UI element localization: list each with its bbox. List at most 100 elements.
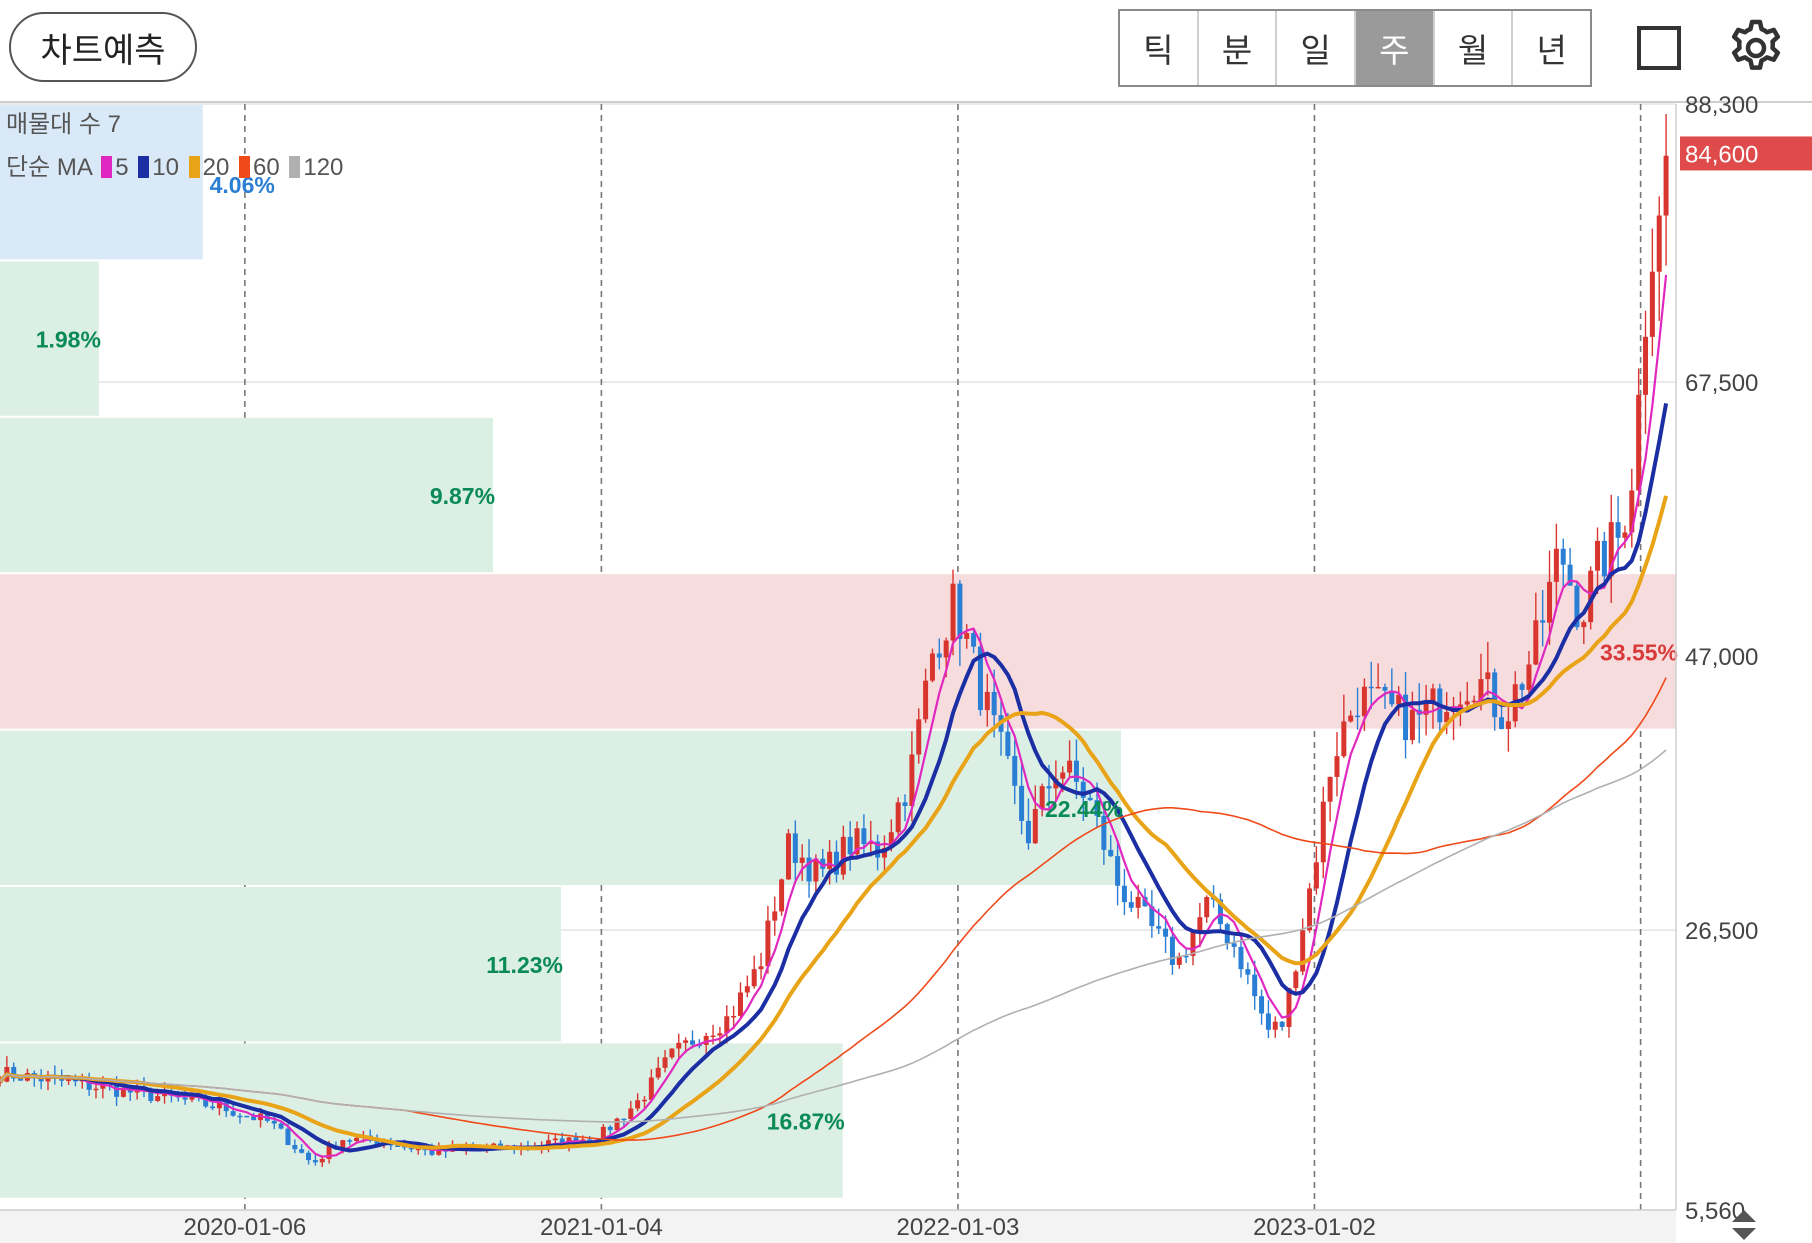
candle-body-100 (683, 1040, 689, 1043)
candle-body-121 (827, 851, 833, 869)
candle-body-145 (991, 691, 997, 716)
candle-body-3 (18, 1078, 24, 1081)
candle-body-110 (751, 969, 757, 987)
candle-body-240 (1643, 336, 1649, 395)
candle-body-243 (1663, 155, 1669, 216)
candle-body-237 (1622, 532, 1628, 538)
candle-body-97 (662, 1057, 668, 1068)
volume-profile-bar-5 (0, 886, 561, 1042)
candle-body-136 (929, 653, 935, 681)
gear-icon[interactable] (1726, 18, 1786, 78)
tab-week[interactable]: 주 (1356, 11, 1435, 85)
candle-body-182 (1245, 969, 1251, 975)
candle-body-206 (1409, 709, 1415, 741)
y-tick-label-2: 47,000 (1685, 644, 1758, 671)
candle-body-99 (676, 1042, 682, 1049)
candle-body-116 (792, 833, 798, 863)
volume-profile (0, 105, 1676, 1198)
candle-body-241 (1649, 271, 1655, 337)
candle-body-186 (1272, 1021, 1278, 1030)
candle-body-120 (820, 858, 826, 869)
candle-body-142 (971, 633, 977, 647)
ma60-swatch (238, 156, 250, 178)
volume-profile-pct-6: 16.87% (767, 1109, 845, 1135)
axis-scroll-handle-icon[interactable] (1730, 1208, 1758, 1242)
candle-body-46 (312, 1160, 318, 1163)
candle-body-107 (731, 1015, 737, 1018)
candle-body-234 (1601, 540, 1607, 577)
candle-body-30 (203, 1097, 209, 1107)
candle-body-160 (1094, 800, 1100, 816)
candle-body-226 (1547, 581, 1553, 623)
candle-body-176 (1204, 897, 1210, 918)
candle-body-181 (1238, 946, 1244, 970)
candle-body-126 (861, 828, 867, 845)
tab-tick[interactable]: 틱 (1120, 11, 1199, 85)
candle-body-164 (1121, 885, 1127, 903)
volume-profile-legend: 매물대 수 7 (6, 111, 122, 138)
candle-body-148 (1012, 755, 1018, 786)
candle-body-185 (1265, 1013, 1271, 1030)
candle-body-157 (1073, 760, 1079, 782)
candle-body-227 (1553, 548, 1559, 582)
tab-day[interactable]: 일 (1277, 11, 1357, 85)
candle-body-58 (395, 1145, 401, 1148)
chart-predict-button[interactable]: 차트예측 (9, 12, 197, 82)
tab-month[interactable]: 월 (1435, 11, 1514, 85)
period-selector: 틱 분 일 주 월 년 (1118, 9, 1592, 87)
candle-body-191 (1307, 888, 1313, 931)
candle-body-195 (1334, 756, 1340, 777)
volume-profile-bar-2 (0, 417, 494, 573)
candle-body-166 (1135, 896, 1141, 908)
tab-minute[interactable]: 분 (1199, 11, 1278, 85)
ma10-label: 10 (152, 154, 179, 181)
x-axis-band (0, 1210, 1676, 1243)
candle-body-203 (1389, 690, 1395, 705)
candle-body-104 (710, 1035, 716, 1038)
candle-body-193 (1320, 801, 1326, 863)
tab-year[interactable]: 년 (1536, 32, 1567, 69)
candle-body-42 (285, 1128, 291, 1146)
candle-body-165 (1128, 902, 1134, 908)
candle-body-40 (271, 1120, 277, 1124)
candle-body-45 (306, 1152, 312, 1161)
fullscreen-square-icon[interactable] (1637, 26, 1681, 70)
candle-body-219 (1499, 717, 1505, 729)
volume-profile-bar-1 (0, 261, 99, 416)
y-tick-label-1: 67,500 (1685, 370, 1758, 397)
candle-body-205 (1403, 694, 1409, 741)
candle-body-63 (429, 1149, 435, 1155)
candle-body-28 (189, 1096, 195, 1100)
candle-body-223 (1526, 664, 1532, 690)
y-tick-label-3: 26,500 (1685, 918, 1758, 945)
candle-body-196 (1341, 721, 1347, 757)
x-tick-label-1: 2021-01-04 (540, 1214, 663, 1241)
x-tick-label-2: 2022-01-03 (897, 1214, 1020, 1241)
candle-body-140 (957, 583, 963, 639)
candle-body-15 (100, 1084, 106, 1089)
ma60-label: 60 (252, 154, 280, 181)
candle-body-231 (1581, 622, 1587, 628)
candle-body-216 (1478, 679, 1484, 701)
candle-body-133 (909, 754, 915, 806)
candle-body-174 (1190, 932, 1196, 956)
candle-body-171 (1169, 936, 1175, 965)
candle-body-90 (614, 1118, 620, 1131)
candle-body-6 (38, 1077, 44, 1082)
candle-body-162 (1108, 849, 1114, 857)
candle-body-101 (689, 1040, 695, 1045)
current-price-label: 84,600 (1685, 141, 1758, 168)
candle-body-168 (1149, 906, 1155, 927)
candle-body-111 (758, 966, 764, 970)
candle-body-32 (216, 1102, 222, 1109)
candle-body-163 (1115, 856, 1121, 886)
candle-body-224 (1533, 620, 1539, 665)
ma20-swatch (188, 156, 200, 178)
candle-body-113 (772, 911, 778, 921)
ma120-line (0, 749, 1667, 1123)
candle-body-134 (916, 719, 922, 755)
candle-body-92 (628, 1108, 634, 1119)
ma120-swatch (289, 156, 301, 178)
candle-body-35 (237, 1115, 243, 1118)
